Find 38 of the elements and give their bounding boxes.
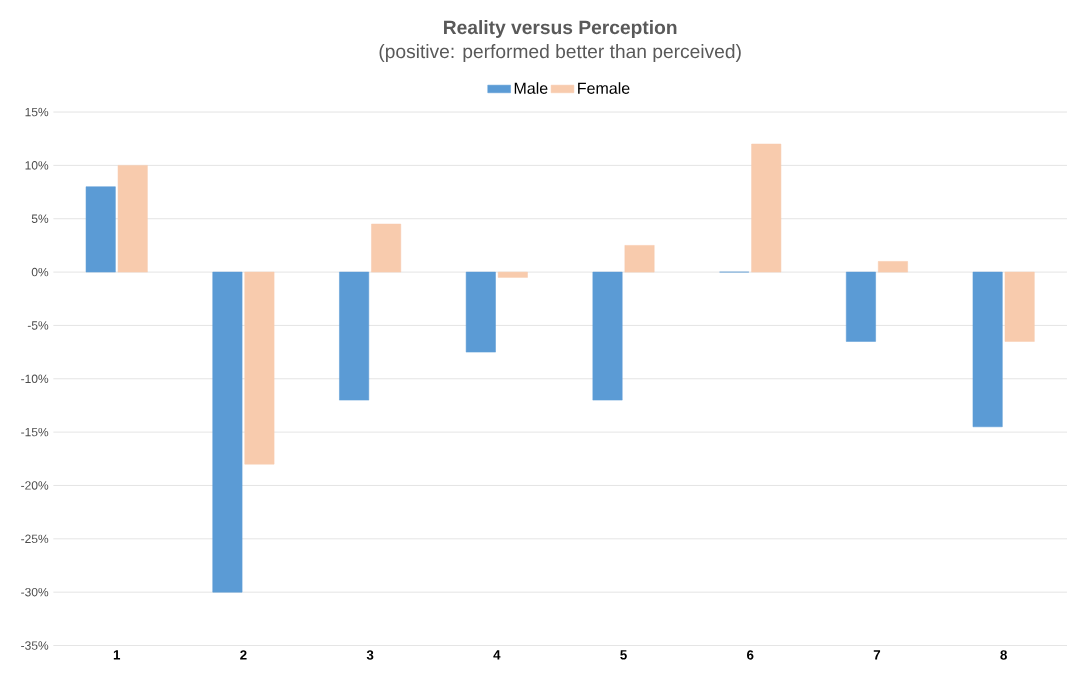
- chart-title: Reality versus Perception: [444, 20, 677, 39]
- bar: [339, 272, 370, 401]
- bar: [465, 272, 496, 353]
- x-tick-label: 5: [620, 650, 627, 660]
- bar: [1004, 272, 1035, 342]
- x-tick-label: 7: [873, 650, 881, 660]
- x-tick-label: 3: [366, 650, 374, 660]
- bar: [845, 272, 876, 342]
- y-tick-label: -20%: [21, 481, 49, 490]
- x-tick-label: 1: [113, 650, 121, 660]
- bar: [497, 272, 528, 278]
- x-tick-label: 8: [1000, 650, 1007, 660]
- chart-subtitle: (positive: performed better than perceived): [379, 44, 741, 63]
- y-tick-label: -5%: [27, 321, 49, 330]
- x-tick-label: 4: [493, 650, 501, 660]
- bar: [212, 272, 243, 593]
- y-tick-label: -25%: [21, 534, 49, 544]
- bar: [244, 272, 275, 465]
- bar: [878, 261, 908, 273]
- bar: [624, 245, 655, 273]
- bar: [85, 186, 116, 273]
- y-tick-label: -15%: [21, 428, 49, 437]
- y-tick-label: 5%: [31, 214, 49, 224]
- y-tick-label: 10%: [25, 161, 49, 170]
- legend-label: Male: [514, 82, 548, 95]
- y-tick-label: -35%: [21, 641, 49, 651]
- x-tick-label: 6: [747, 650, 754, 660]
- bar: [371, 224, 402, 273]
- x-tick-label: 2: [240, 650, 247, 660]
- y-tick-label: -30%: [21, 588, 49, 597]
- bar: [117, 165, 148, 273]
- legend-label: Female: [578, 82, 630, 95]
- y-tick-label: 0%: [31, 268, 49, 277]
- bar: [751, 144, 782, 273]
- y-tick-label: -10%: [21, 374, 49, 384]
- bar: [972, 272, 1003, 428]
- bar: [592, 272, 623, 401]
- y-tick-label: 15%: [25, 108, 49, 117]
